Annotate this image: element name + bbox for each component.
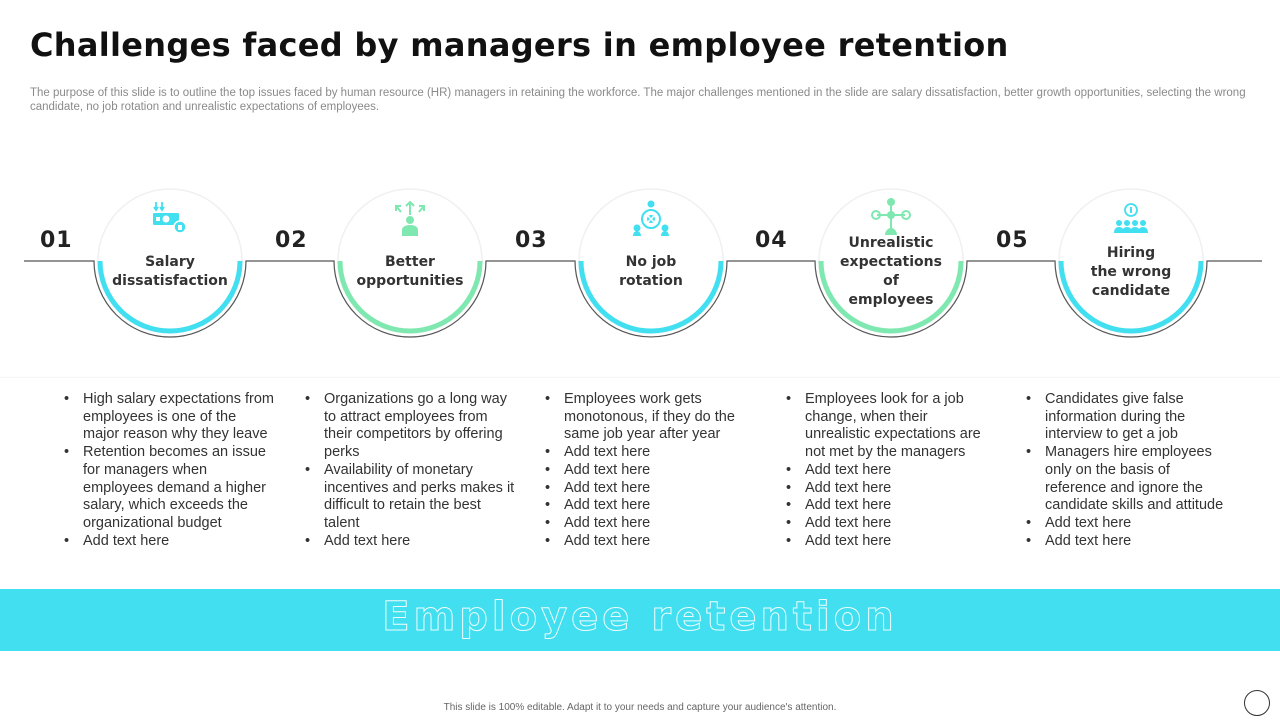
step-label-line: dissatisfaction [112, 273, 228, 289]
slide-description: The purpose of this slide is to outline … [30, 87, 1246, 113]
timeline-graphic [24, 188, 1262, 338]
bullet-item: Add text here [545, 444, 745, 462]
step-arc [818, 260, 964, 334]
bullet-item: Organizations go a long way to attract e… [305, 391, 515, 462]
footer-note: This slide is 100% editable. Adapt it to… [443, 702, 837, 713]
step-label-line: rotation [619, 273, 683, 289]
step-number: 05 [996, 228, 1029, 253]
team-hiring-icon [1111, 202, 1151, 242]
step-label-line: the wrong [1090, 264, 1172, 280]
step-number: 04 [755, 228, 788, 253]
bullet-item: Add text here [545, 497, 745, 515]
step-arc [97, 260, 243, 334]
step-label-line: Better [385, 254, 435, 270]
step-number: 01 [40, 228, 73, 253]
bullet-item: Availability of monetary incentives and … [305, 462, 515, 533]
salary-money-icon [150, 198, 190, 238]
bullet-item: Add text here [305, 533, 515, 551]
bullet-list: Organizations go a long way to attract e… [305, 391, 515, 550]
step-label: No job rotation [592, 253, 710, 291]
step-label-line: opportunities [356, 273, 464, 289]
bullet-list: Employees look for a job change, when th… [786, 391, 991, 550]
step-label-line: No job [625, 254, 677, 270]
bullet-item: Add text here [545, 533, 745, 551]
band-title: Employee retention [382, 594, 898, 641]
step-label: Better opportunities [351, 253, 469, 291]
bullet-list: Candidates give false information during… [1026, 391, 1226, 550]
bullet-item: Add text here [64, 533, 274, 551]
bullet-item: Add text here [545, 480, 745, 498]
bullet-item: Add text here [786, 480, 991, 498]
growth-person-icon [390, 198, 430, 238]
timeline-line [24, 260, 1262, 338]
step-label-line: Salary [145, 254, 195, 270]
bullet-item: Add text here [786, 497, 991, 515]
bullet-list: Employees work gets monotonous, if they … [545, 391, 745, 550]
step-number: 03 [515, 228, 548, 253]
bullet-item: Add text here [786, 515, 991, 533]
bullet-item: Add text here [786, 462, 991, 480]
bullet-item: Add text here [786, 533, 991, 551]
step-label-line: Unrealistic [848, 235, 934, 251]
step-label-line: Hiring [1106, 245, 1156, 261]
step-label: Unrealistic expectations of employees [832, 234, 950, 310]
bullet-item: Add text here [1026, 515, 1226, 533]
bullet-item: Candidates give false information during… [1026, 391, 1226, 444]
bullet-item: Add text here [545, 515, 745, 533]
bullet-item: Employees look for a job change, when th… [786, 391, 991, 462]
step-arc [1058, 260, 1204, 334]
step-arc [337, 260, 483, 334]
step-label: Salary dissatisfaction [111, 253, 229, 291]
bullet-item: Managers hire employees only on the basi… [1026, 444, 1226, 515]
step-label: Hiring the wrong candidate [1072, 244, 1190, 301]
bullet-item: Retention becomes an issue for managers … [64, 444, 274, 533]
step-label-line: candidate [1091, 283, 1171, 299]
rotation-network-icon [631, 198, 671, 238]
bullet-item: Add text here [545, 462, 745, 480]
expectations-hierarchy-icon [871, 197, 911, 237]
step-label-line: employees [848, 292, 934, 308]
bullet-list: High salary expectations from employees … [64, 391, 274, 550]
step-label-line: of [883, 273, 899, 289]
bullet-item: Employees work gets monotonous, if they … [545, 391, 745, 444]
step-arc [578, 260, 724, 334]
step-label-line: expectations [840, 254, 942, 270]
slide-nav-button[interactable] [1244, 690, 1270, 716]
bullet-item: High salary expectations from employees … [64, 391, 274, 444]
bullet-item: Add text here [1026, 533, 1226, 551]
footer-band [0, 589, 1280, 651]
page-title: Challenges faced by managers in employee… [30, 26, 1009, 64]
step-number: 02 [275, 228, 308, 253]
